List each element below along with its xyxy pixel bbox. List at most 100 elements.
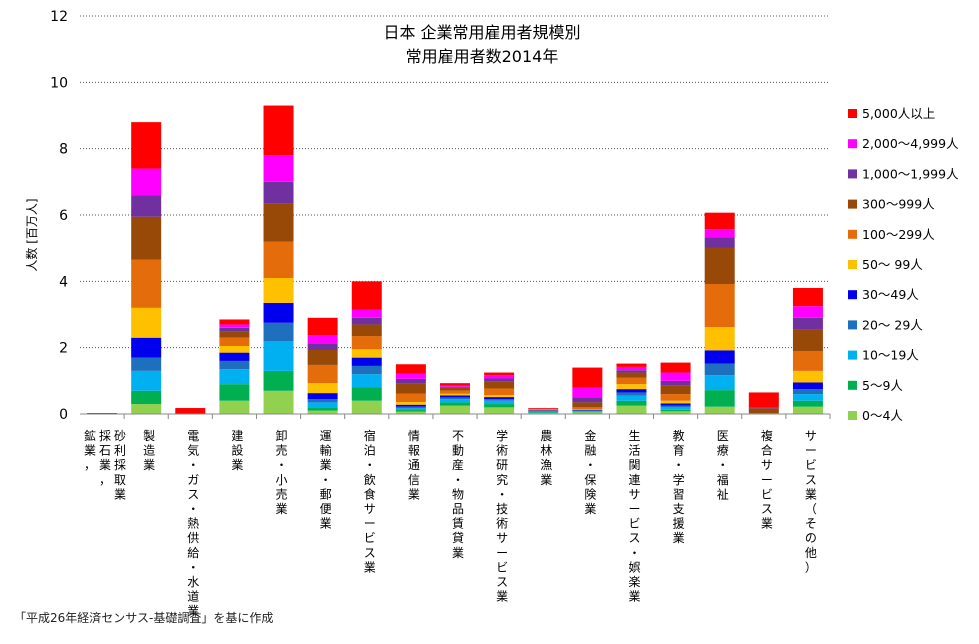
- svg-text:サービス業（その他）: サービス業（その他）: [805, 429, 817, 574]
- bar-segment: [395, 406, 426, 409]
- bar-segment: [572, 387, 603, 398]
- bar-segment: [748, 408, 779, 414]
- bar-segment: [395, 404, 426, 407]
- bar-segment: [307, 317, 338, 336]
- bar-segment: [748, 392, 779, 408]
- bar-segment: [307, 349, 338, 365]
- svg-text:建設業: 建設業: [231, 429, 243, 472]
- bar-segment: [616, 377, 647, 385]
- bar-segment: [484, 381, 515, 389]
- bar-segment: [351, 357, 382, 366]
- svg-text:教育・学習支援業: 教育・学習支援業: [673, 428, 685, 545]
- bar-segment: [704, 212, 735, 230]
- legend-swatch: [848, 229, 857, 239]
- bar-segment: [395, 383, 426, 394]
- bar-segment: [351, 400, 382, 414]
- bar-segment: [351, 309, 382, 318]
- svg-text:情報通信業: 情報通信業: [408, 429, 420, 501]
- bar-segment: [484, 388, 515, 396]
- x-tick-label: 製造業: [143, 429, 155, 472]
- bar-segment: [440, 395, 470, 398]
- bars: [87, 105, 823, 414]
- bar-segment: [704, 363, 735, 376]
- y-tick-label: 4: [59, 274, 68, 290]
- x-tick-label: 運輸業・郵便業: [320, 429, 332, 531]
- bar-segment: [131, 337, 162, 358]
- y-tick-label: 8: [59, 142, 68, 158]
- x-tick-label: 学術研究・技術サービス業: [496, 428, 508, 604]
- x-tick-label: 不動産・物品賃貸業: [452, 429, 464, 560]
- axes: 0 2 4 6 8 10 12 鉱業，採石業，砂利採取業 製造業 電気・ガス・熱供給・水道業 建設業…: [50, 9, 831, 618]
- legend-label: 20～ 29人: [862, 317, 923, 332]
- svg-text:砂利採取業: 砂利採取業: [114, 429, 126, 501]
- bar-segment: [704, 237, 735, 248]
- bar-segment: [440, 383, 470, 386]
- svg-text:卸売・小売業: 卸売・小売業: [276, 428, 288, 516]
- bar-segment: [175, 408, 206, 414]
- chart-subtitle: 常用雇用者数2014年: [406, 47, 559, 66]
- bar-segment: [263, 241, 294, 279]
- bar-segment: [484, 378, 515, 382]
- bar-segment: [660, 407, 691, 410]
- bar-segment: [263, 203, 294, 242]
- bar-segment: [440, 387, 470, 391]
- svg-text:農林漁業: 農林漁業: [540, 429, 552, 487]
- bar-segment: [351, 387, 382, 401]
- bar-segment: [263, 322, 294, 342]
- bar-segment: [572, 407, 603, 410]
- legend-label: 5,000人以上: [862, 106, 935, 121]
- legend-label: 100～299人: [862, 227, 935, 242]
- bar-segment: [792, 350, 823, 371]
- bar-segment: [219, 400, 250, 414]
- legend-label: 2,000～4,999人: [862, 136, 959, 151]
- legend: 5,000人以上 2,000～4,999人 1,000～1,999人 300～999人…: [848, 106, 959, 423]
- chart-title: 日本 企業常用雇用者規模別: [383, 23, 580, 42]
- bar-segment: [307, 402, 338, 408]
- legend-swatch: [848, 350, 857, 360]
- x-tick-label: 医療・福祉: [717, 429, 729, 501]
- bar-segment: [704, 229, 735, 238]
- bar-segment: [792, 400, 823, 407]
- bar-segment: [395, 408, 426, 411]
- x-tick-label: 情報通信業: [408, 429, 420, 501]
- bar-segment: [395, 411, 426, 414]
- bar-segment: [704, 247, 735, 284]
- bar-segment: [704, 350, 735, 364]
- bar-segment: [792, 306, 823, 318]
- legend-label: 1,000～1,999人: [862, 166, 959, 181]
- bar-segment: [263, 390, 294, 414]
- bar-segment: [440, 393, 470, 396]
- bar-segment: [395, 410, 426, 412]
- bar-segment: [263, 370, 294, 391]
- bar-segment: [484, 375, 515, 379]
- bar-segment: [440, 385, 470, 387]
- bar-segment: [616, 363, 647, 367]
- legend-swatch: [848, 169, 857, 179]
- x-tick-label: 卸売・小売業: [276, 428, 288, 516]
- bar-segment: [792, 382, 823, 390]
- bar-segment: [219, 352, 250, 361]
- x-tick-label: 建設業: [231, 429, 243, 472]
- bar-segment: [792, 370, 823, 383]
- x-tick-label: 電気・ガス・熱供給・水道業: [187, 429, 199, 618]
- bar-segment: [307, 407, 338, 411]
- bar-segment: [351, 349, 382, 358]
- svg-text:複合サービス業: 複合サービス業: [761, 428, 773, 531]
- bar-segment: [131, 259, 162, 308]
- svg-text:学術研究・技術サービス業: 学術研究・技術サービス業: [496, 428, 508, 604]
- bar-segment: [572, 402, 603, 408]
- legend-swatch: [848, 109, 857, 118]
- bar-segment: [395, 364, 426, 374]
- bar-segment: [395, 373, 426, 379]
- bar-segment: [660, 409, 691, 412]
- bar-segment: [616, 372, 647, 378]
- bar-segment: [395, 393, 426, 403]
- bar-segment: [792, 317, 823, 330]
- bar-segment: [748, 407, 779, 409]
- bar-segment: [528, 412, 559, 414]
- bar-segment: [616, 405, 647, 414]
- y-tick-label: 10: [50, 75, 68, 91]
- svg-text:製造業: 製造業: [143, 429, 155, 472]
- bar-segment: [131, 390, 162, 405]
